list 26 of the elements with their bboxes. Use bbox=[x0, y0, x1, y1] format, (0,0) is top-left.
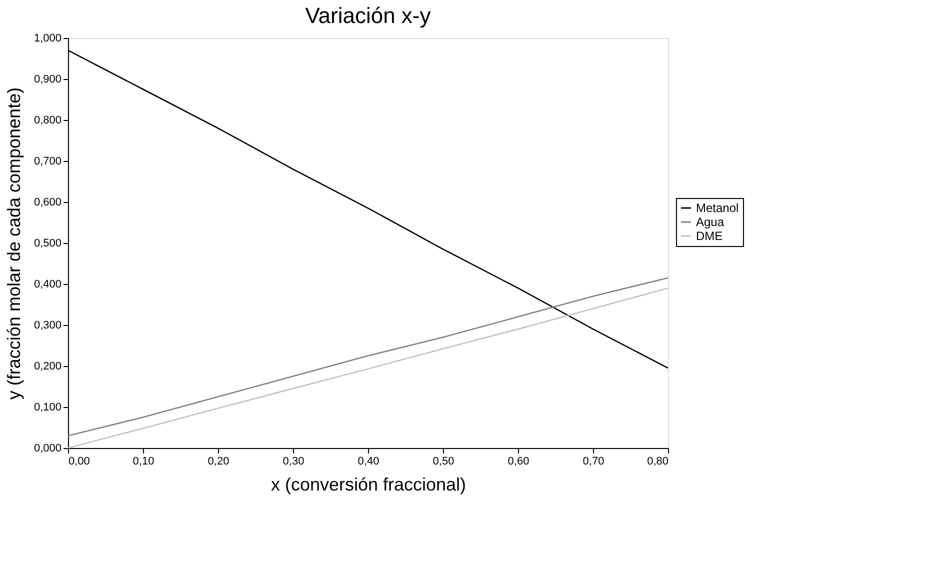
x-tick-label: 0,40 bbox=[358, 456, 380, 468]
legend-label: Agua bbox=[696, 215, 724, 229]
y-tick-label: 0,900 bbox=[34, 74, 62, 86]
x-tick-label: 0,20 bbox=[208, 456, 230, 468]
y-tick-label: 0,300 bbox=[34, 320, 62, 332]
x-tick-label: 0,60 bbox=[508, 456, 530, 468]
y-tick-label: 0,400 bbox=[34, 278, 62, 290]
legend-label: Metanol bbox=[696, 201, 739, 215]
x-tick-label: 0,10 bbox=[132, 456, 154, 468]
y-tick-label: 0,800 bbox=[34, 114, 62, 126]
legend-label: DME bbox=[696, 229, 723, 243]
x-axis-title: x (conversión fraccional) bbox=[270, 474, 466, 494]
x-tick-label: 0,00 bbox=[68, 456, 90, 468]
y-axis-title: y (fracción molar de cada componente) bbox=[4, 87, 24, 400]
y-tick-label: 0,200 bbox=[34, 360, 62, 372]
x-tick-label: 0,30 bbox=[282, 456, 304, 468]
y-tick-label: 0,000 bbox=[34, 442, 62, 454]
y-tick-label: 1,000 bbox=[34, 32, 62, 44]
y-tick-label: 0,100 bbox=[34, 402, 62, 414]
x-tick-label: 0,80 bbox=[647, 456, 668, 468]
x-tick-label: 0,50 bbox=[432, 456, 454, 468]
chart-title: Variación x-y bbox=[305, 3, 431, 28]
y-tick-label: 0,600 bbox=[34, 196, 62, 208]
x-tick-label: 0,70 bbox=[582, 456, 604, 468]
y-tick-label: 0,700 bbox=[34, 156, 62, 168]
y-tick-label: 0,500 bbox=[34, 238, 62, 250]
